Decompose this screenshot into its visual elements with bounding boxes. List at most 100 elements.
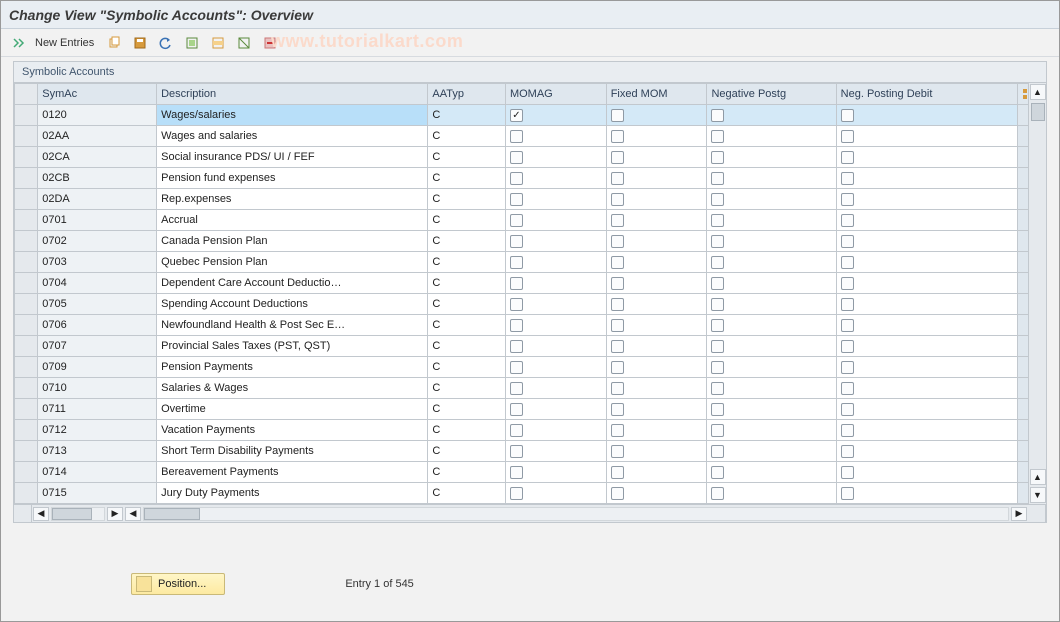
cell-description[interactable]: Short Term Disability Payments xyxy=(157,441,428,462)
scroll-up-icon[interactable]: ▲ xyxy=(1030,84,1046,100)
neg-debit-checkbox[interactable] xyxy=(841,130,854,143)
cell-momag[interactable] xyxy=(505,189,606,210)
table-row[interactable]: 02CBPension fund expensesC xyxy=(15,168,1046,189)
cell-momag[interactable] xyxy=(505,315,606,336)
cell-momag[interactable] xyxy=(505,399,606,420)
cell-aatyp[interactable]: C xyxy=(428,357,506,378)
neg-debit-checkbox[interactable] xyxy=(841,277,854,290)
neg-debit-checkbox[interactable] xyxy=(841,403,854,416)
cell-aatyp[interactable]: C xyxy=(428,462,506,483)
cell-neg-debit[interactable] xyxy=(836,357,1017,378)
save-icon[interactable] xyxy=(130,33,150,53)
neg-postg-checkbox[interactable] xyxy=(711,193,724,206)
cell-description[interactable]: Jury Duty Payments xyxy=(157,483,428,504)
momag-checkbox[interactable] xyxy=(510,361,523,374)
neg-debit-checkbox[interactable] xyxy=(841,487,854,500)
row-selector[interactable] xyxy=(15,357,38,378)
cell-momag[interactable] xyxy=(505,441,606,462)
cell-description[interactable]: Wages and salaries xyxy=(157,126,428,147)
fixed-mom-checkbox[interactable] xyxy=(611,277,624,290)
fixed-mom-checkbox[interactable] xyxy=(611,151,624,164)
cell-fixed-mom[interactable] xyxy=(606,462,707,483)
neg-postg-checkbox[interactable] xyxy=(711,277,724,290)
select-all-icon[interactable] xyxy=(182,33,202,53)
row-selector[interactable] xyxy=(15,231,38,252)
fixed-mom-checkbox[interactable] xyxy=(611,403,624,416)
cell-neg-postg[interactable] xyxy=(707,252,836,273)
cell-symac[interactable]: 0702 xyxy=(38,231,157,252)
fixed-mom-checkbox[interactable] xyxy=(611,172,624,185)
cell-description[interactable]: Canada Pension Plan xyxy=(157,231,428,252)
position-button[interactable]: Position... xyxy=(131,573,225,595)
cell-description[interactable]: Wages/salaries xyxy=(157,105,428,126)
fixed-mom-checkbox[interactable] xyxy=(611,340,624,353)
row-selector[interactable] xyxy=(15,399,38,420)
table-row[interactable]: 02DARep.expensesC xyxy=(15,189,1046,210)
momag-checkbox[interactable] xyxy=(510,487,523,500)
scroll-up2-icon[interactable]: ▲ xyxy=(1030,469,1046,485)
cell-fixed-mom[interactable] xyxy=(606,399,707,420)
cell-neg-postg[interactable] xyxy=(707,126,836,147)
cell-symac[interactable]: 0704 xyxy=(38,273,157,294)
col-neg-debit[interactable]: Neg. Posting Debit xyxy=(836,84,1017,105)
cell-description[interactable]: Pension fund expenses xyxy=(157,168,428,189)
fixed-mom-checkbox[interactable] xyxy=(611,487,624,500)
new-entries-button[interactable]: New Entries xyxy=(35,37,94,49)
cell-aatyp[interactable]: C xyxy=(428,420,506,441)
neg-debit-checkbox[interactable] xyxy=(841,466,854,479)
cell-fixed-mom[interactable] xyxy=(606,315,707,336)
cell-aatyp[interactable]: C xyxy=(428,105,506,126)
cell-fixed-mom[interactable] xyxy=(606,420,707,441)
cell-description[interactable]: Newfoundland Health & Post Sec E… xyxy=(157,315,428,336)
momag-checkbox[interactable] xyxy=(510,424,523,437)
cell-neg-postg[interactable] xyxy=(707,189,836,210)
deselect-icon[interactable] xyxy=(234,33,254,53)
table-row[interactable]: 0702Canada Pension PlanC xyxy=(15,231,1046,252)
hscroll-left2-icon[interactable]: ◀ xyxy=(125,507,141,521)
row-selector[interactable] xyxy=(15,147,38,168)
undo-icon[interactable] xyxy=(156,33,176,53)
cell-aatyp[interactable]: C xyxy=(428,273,506,294)
cell-aatyp[interactable]: C xyxy=(428,483,506,504)
toggle-icon[interactable] xyxy=(9,33,29,53)
cell-neg-debit[interactable] xyxy=(836,210,1017,231)
cell-neg-debit[interactable] xyxy=(836,126,1017,147)
row-selector[interactable] xyxy=(15,378,38,399)
cell-description[interactable]: Accrual xyxy=(157,210,428,231)
cell-fixed-mom[interactable] xyxy=(606,168,707,189)
cell-symac[interactable]: 0705 xyxy=(38,294,157,315)
col-momag[interactable]: MOMAG xyxy=(505,84,606,105)
cell-neg-debit[interactable] xyxy=(836,273,1017,294)
table-row[interactable]: 0704Dependent Care Account Deductio…C xyxy=(15,273,1046,294)
row-selector[interactable] xyxy=(15,315,38,336)
cell-neg-postg[interactable] xyxy=(707,231,836,252)
fixed-mom-checkbox[interactable] xyxy=(611,109,624,122)
cell-description[interactable]: Vacation Payments xyxy=(157,420,428,441)
neg-debit-checkbox[interactable] xyxy=(841,298,854,311)
neg-debit-checkbox[interactable] xyxy=(841,193,854,206)
cell-symac[interactable]: 0715 xyxy=(38,483,157,504)
cell-symac[interactable]: 0714 xyxy=(38,462,157,483)
cell-symac[interactable]: 02DA xyxy=(38,189,157,210)
neg-debit-checkbox[interactable] xyxy=(841,361,854,374)
vertical-scrollbar[interactable]: ▲ ▲ ▼ xyxy=(1028,83,1046,504)
cell-description[interactable]: Overtime xyxy=(157,399,428,420)
cell-momag[interactable] xyxy=(505,462,606,483)
momag-checkbox[interactable] xyxy=(510,235,523,248)
cell-fixed-mom[interactable] xyxy=(606,126,707,147)
neg-postg-checkbox[interactable] xyxy=(711,298,724,311)
neg-debit-checkbox[interactable] xyxy=(841,382,854,395)
neg-postg-checkbox[interactable] xyxy=(711,256,724,269)
neg-postg-checkbox[interactable] xyxy=(711,361,724,374)
cell-neg-debit[interactable] xyxy=(836,294,1017,315)
cell-momag[interactable] xyxy=(505,210,606,231)
cell-description[interactable]: Rep.expenses xyxy=(157,189,428,210)
fixed-mom-checkbox[interactable] xyxy=(611,193,624,206)
cell-aatyp[interactable]: C xyxy=(428,210,506,231)
table-row[interactable]: 0711OvertimeC xyxy=(15,399,1046,420)
cell-aatyp[interactable]: C xyxy=(428,126,506,147)
cell-neg-postg[interactable] xyxy=(707,336,836,357)
cell-symac[interactable]: 0712 xyxy=(38,420,157,441)
neg-postg-checkbox[interactable] xyxy=(711,109,724,122)
cell-fixed-mom[interactable] xyxy=(606,252,707,273)
